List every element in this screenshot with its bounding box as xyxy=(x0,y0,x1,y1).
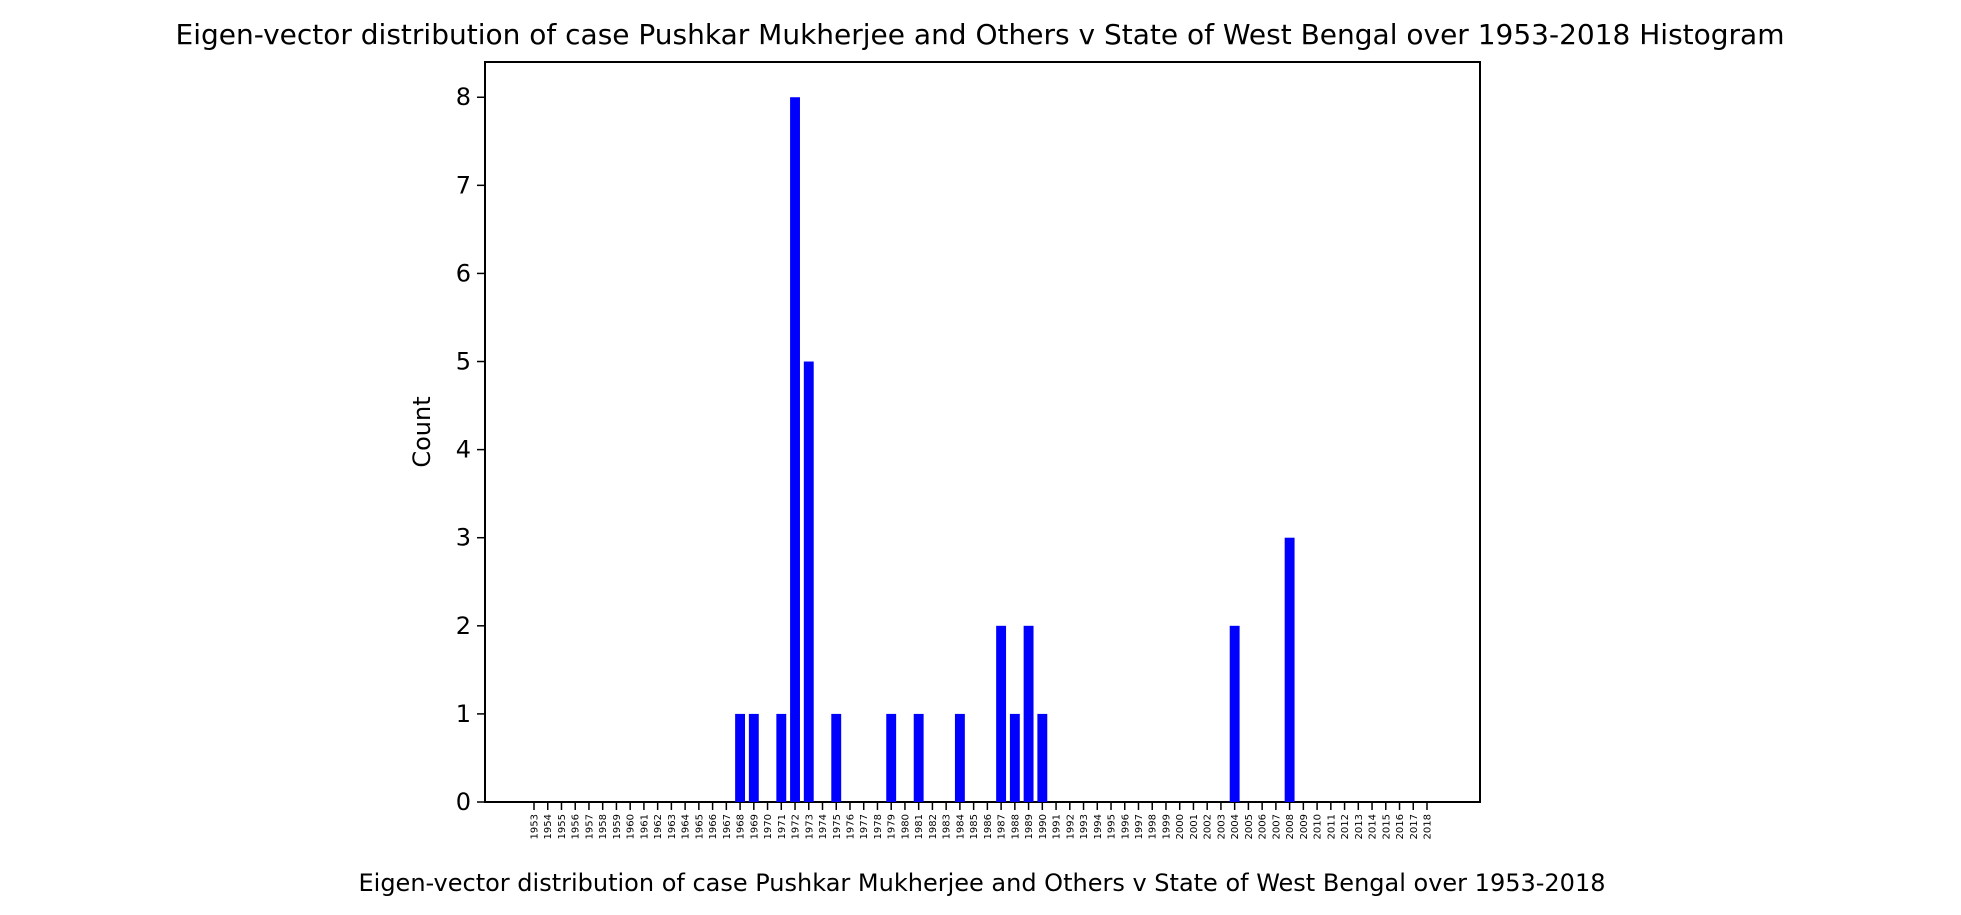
x-tick-label: 1958 xyxy=(598,814,609,839)
bar-2008 xyxy=(1284,537,1295,802)
x-tick-label: 1995 xyxy=(1107,814,1118,839)
x-tick-label: 2009 xyxy=(1299,814,1310,839)
x-tick-label: 1966 xyxy=(708,814,719,839)
y-tick-label: 4 xyxy=(456,436,471,464)
x-tick-label: 1977 xyxy=(859,814,870,839)
x-tick-label: 2000 xyxy=(1175,814,1186,839)
bar-1987 xyxy=(996,625,1007,802)
x-tick-label: 1955 xyxy=(557,814,568,839)
bar-1971 xyxy=(776,713,787,802)
bar-1984 xyxy=(954,713,965,802)
bar-1979 xyxy=(886,713,897,802)
x-tick-label: 1982 xyxy=(928,814,939,839)
x-tick-label: 1996 xyxy=(1120,814,1131,839)
bar-1990 xyxy=(1037,713,1048,802)
x-tick-label: 1994 xyxy=(1093,814,1104,839)
x-tick-label: 1976 xyxy=(845,814,856,839)
x-tick-label: 1983 xyxy=(942,814,953,839)
chart-title: Eigen-vector distribution of case Pushka… xyxy=(176,18,1785,51)
y-tick-label: 1 xyxy=(456,700,471,728)
x-tick-label: 1989 xyxy=(1024,814,1035,839)
x-tick-label: 1988 xyxy=(1010,814,1021,839)
x-tick-label: 1992 xyxy=(1065,814,1076,839)
x-tick-label: 1986 xyxy=(983,814,994,839)
x-tick-label: 1959 xyxy=(612,814,623,839)
x-tick-label: 1965 xyxy=(694,814,705,839)
x-tick-label: 1975 xyxy=(832,814,843,839)
y-tick-label: 6 xyxy=(456,259,471,287)
x-tick-label: 1962 xyxy=(653,814,664,839)
x-axis-label: Eigen-vector distribution of case Pushka… xyxy=(358,869,1605,897)
x-tick-label: 1970 xyxy=(763,814,774,839)
x-tick-label: 1985 xyxy=(969,814,980,839)
x-tick-label: 2018 xyxy=(1423,814,1434,839)
bar-2004 xyxy=(1229,625,1240,802)
y-axis-label: Count xyxy=(408,396,436,467)
bar-1988 xyxy=(1009,713,1020,802)
x-tick-label: 1993 xyxy=(1079,814,1090,839)
x-tick-label: 1971 xyxy=(777,814,788,839)
x-tick-label: 1974 xyxy=(818,814,829,839)
y-tick-label: 8 xyxy=(456,83,471,111)
x-tick-label: 2016 xyxy=(1395,814,1406,839)
x-tick-label: 2005 xyxy=(1244,814,1255,839)
bar-1981 xyxy=(913,713,924,802)
x-tick-label: 1990 xyxy=(1038,814,1049,839)
bar-1975 xyxy=(831,713,842,802)
x-tick-label: 1960 xyxy=(626,814,637,839)
x-tick-label: 2007 xyxy=(1271,814,1282,839)
bar-group xyxy=(735,97,1295,803)
x-tick-label: 2012 xyxy=(1340,814,1351,839)
x-tick-label: 2006 xyxy=(1258,814,1269,839)
x-tick-label: 2001 xyxy=(1189,814,1200,839)
y-axis-ticks: 0 1 2 3 4 5 6 7 8 xyxy=(456,83,485,816)
bar-1968 xyxy=(735,713,746,802)
x-tick-label: 1981 xyxy=(914,814,925,839)
x-tick-label: 1972 xyxy=(791,814,802,839)
x-tick-label: 1968 xyxy=(736,814,747,839)
bar-1989 xyxy=(1023,625,1034,802)
x-tick-label: 1963 xyxy=(667,814,678,839)
y-tick-label: 0 xyxy=(456,788,471,816)
y-tick-label: 3 xyxy=(456,524,471,552)
x-tick-label: 2014 xyxy=(1368,814,1379,839)
x-axis-ticks: 1953 1954 1955 1956 1957 1958 1959 1960 1961 1962… xyxy=(530,802,1434,839)
x-tick-label: 1999 xyxy=(1161,814,1172,839)
x-tick-label: 1964 xyxy=(681,814,692,839)
x-tick-label: 1980 xyxy=(900,814,911,839)
x-tick-label: 1987 xyxy=(997,814,1008,839)
x-tick-label: 1967 xyxy=(722,814,733,839)
x-tick-label: 2015 xyxy=(1381,814,1392,839)
x-tick-label: 2011 xyxy=(1326,814,1337,839)
x-tick-label: 1957 xyxy=(584,814,595,839)
x-tick-label: 2003 xyxy=(1216,814,1227,839)
x-tick-label: 2013 xyxy=(1354,814,1365,839)
x-tick-label: 2008 xyxy=(1285,814,1296,839)
bar-1972 xyxy=(790,97,800,803)
x-tick-label: 2010 xyxy=(1313,814,1324,839)
bar-1969 xyxy=(748,713,759,802)
x-tick-label: 1953 xyxy=(530,814,541,839)
y-tick-label: 7 xyxy=(456,171,471,199)
x-tick-label: 1978 xyxy=(873,814,884,839)
x-tick-label: 1954 xyxy=(543,814,554,839)
x-tick-label: 2004 xyxy=(1230,814,1241,839)
x-tick-label: 1984 xyxy=(955,814,966,839)
x-tick-label: 1961 xyxy=(639,814,650,839)
x-tick-label: 1998 xyxy=(1148,814,1159,839)
x-tick-label: 1979 xyxy=(887,814,898,839)
x-tick-label: 2002 xyxy=(1203,814,1214,839)
plot-area-frame xyxy=(484,61,1481,803)
x-tick-label: 1997 xyxy=(1134,814,1145,839)
y-tick-label: 5 xyxy=(456,348,471,376)
x-tick-label: 1991 xyxy=(1052,814,1063,839)
bar-1973 xyxy=(803,361,814,802)
x-tick-label: 1969 xyxy=(749,814,760,839)
x-tick-label: 1956 xyxy=(571,814,582,839)
x-tick-label: 1973 xyxy=(804,814,815,839)
y-tick-label: 2 xyxy=(456,612,471,640)
x-tick-label: 2017 xyxy=(1409,814,1420,839)
